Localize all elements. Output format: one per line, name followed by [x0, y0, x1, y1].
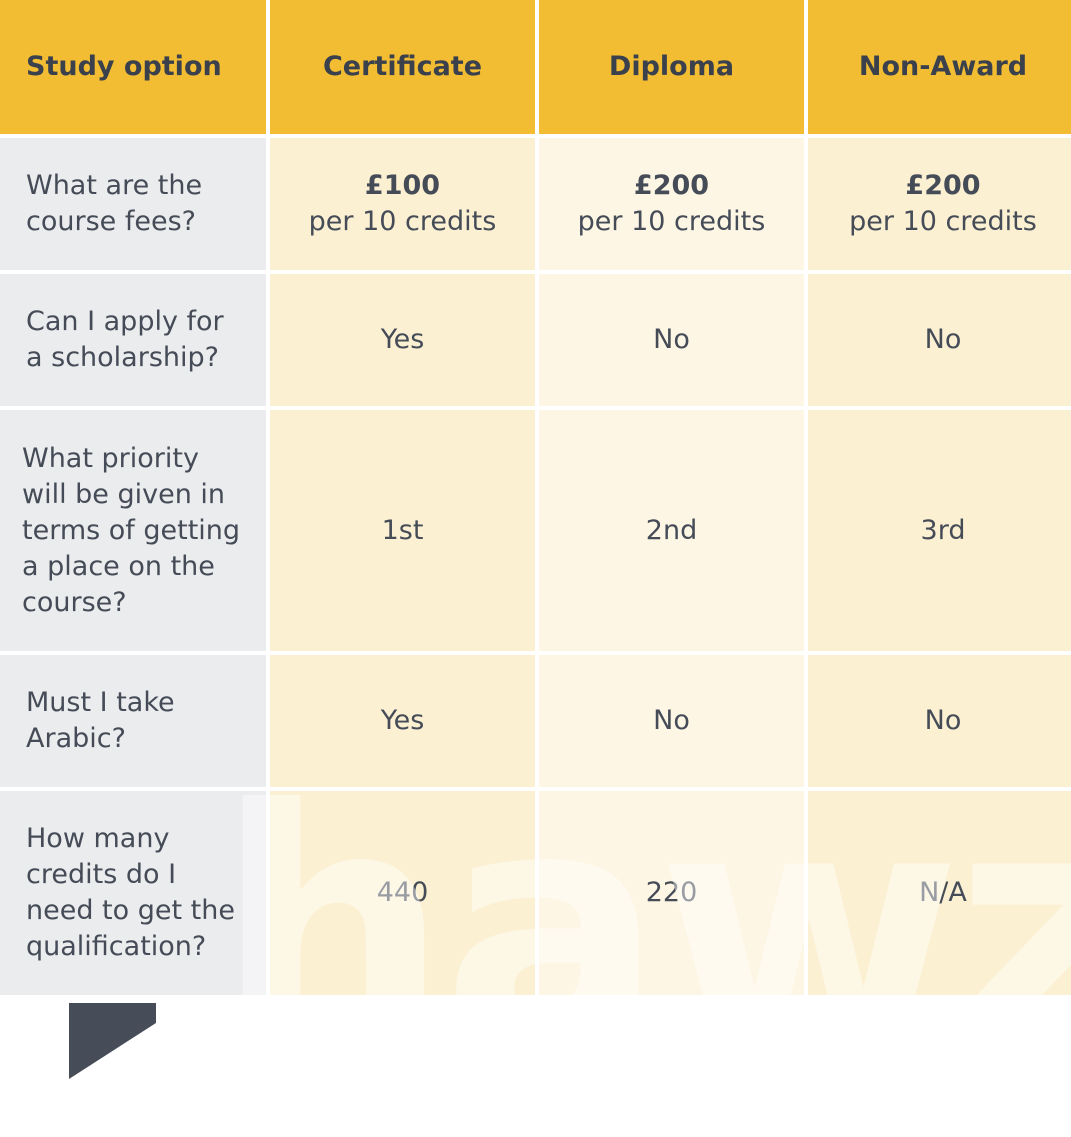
fee-amount: £200: [633, 170, 710, 201]
fee-cell-certificate: £100 per 10 credits: [270, 138, 535, 270]
header-diploma: Diploma: [539, 0, 804, 134]
row-question-scholarship: Can I apply for a scholarship?: [0, 274, 266, 406]
fee-unit: per 10 credits: [308, 206, 497, 237]
header-study-option: Study option: [0, 0, 266, 134]
header-certificate: Certificate: [270, 0, 535, 134]
question-text: What are the course fees?: [26, 170, 203, 237]
fee-amount: £200: [905, 170, 981, 201]
table-cell: No: [539, 274, 804, 406]
row-question-credits: How many credits do I need to get the qu…: [0, 791, 266, 995]
header-non-award: Non-Award: [808, 0, 1071, 134]
table-cell: 1st: [270, 410, 535, 651]
fee-unit: per 10 credits: [849, 206, 1037, 237]
fee-unit: per 10 credits: [577, 206, 766, 237]
table-cell: N/A: [808, 791, 1071, 995]
table-cell: Yes: [270, 274, 535, 406]
decorative-tab-shape: [69, 1003, 156, 1079]
table-cell: No: [808, 274, 1071, 406]
table-cell: No: [539, 655, 804, 787]
comparison-table: Study option Certificate Diploma Non-Awa…: [0, 0, 1071, 995]
comparison-table-wrapper: Study option Certificate Diploma Non-Awa…: [0, 0, 1071, 995]
question-text: Can I apply for a scholarship?: [26, 306, 224, 373]
table-cell: 2nd: [539, 410, 804, 651]
table-cell: No: [808, 655, 1071, 787]
table-cell: 3rd: [808, 410, 1071, 651]
table-cell: 220: [539, 791, 804, 995]
fee-amount: £100: [364, 170, 441, 201]
fee-cell-non-award: £200 per 10 credits: [808, 138, 1071, 270]
table-cell: Yes: [270, 655, 535, 787]
row-question-fees: What are the course fees?: [0, 138, 266, 270]
question-text: Must I take Arabic?: [26, 687, 175, 754]
question-text: How many credits do I need to get the qu…: [26, 823, 235, 962]
question-text: What priority will be given in terms of …: [22, 442, 241, 618]
row-question-arabic: Must I take Arabic?: [0, 655, 266, 787]
row-question-priority: What priority will be given in terms of …: [0, 410, 266, 651]
fee-cell-diploma: £200 per 10 credits: [539, 138, 804, 270]
table-cell: 440: [270, 791, 535, 995]
